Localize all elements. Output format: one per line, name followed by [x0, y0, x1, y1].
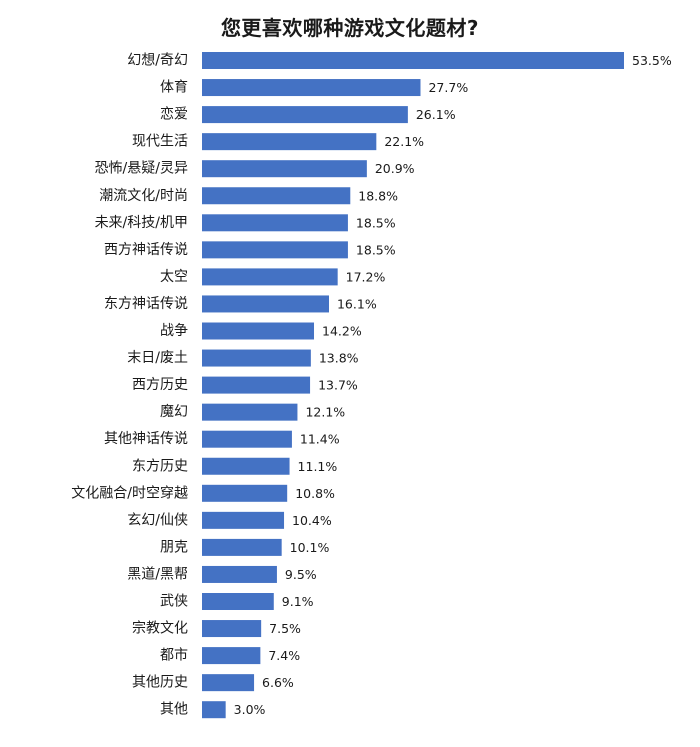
value-label: 16.1%	[337, 296, 377, 311]
value-label: 12.1%	[305, 405, 345, 420]
category-label: 战争	[160, 323, 188, 339]
value-label: 26.1%	[416, 107, 456, 122]
value-label: 11.4%	[300, 432, 340, 447]
value-label: 18.8%	[358, 188, 398, 203]
category-label: 太空	[160, 269, 188, 285]
bar	[202, 565, 277, 583]
category-label: 西方神话传说	[104, 242, 188, 258]
bar	[202, 349, 311, 367]
value-label: 17.2%	[346, 269, 386, 284]
value-label: 22.1%	[384, 134, 424, 149]
category-label: 宗教文化	[132, 621, 188, 637]
bar	[202, 647, 261, 665]
value-label: 14.2%	[322, 324, 362, 339]
category-label: 幻想/奇幻	[127, 52, 188, 69]
value-label: 13.7%	[318, 378, 358, 393]
category-label: 末日/废土	[127, 350, 188, 366]
bar	[202, 295, 329, 313]
bar	[202, 430, 292, 448]
value-label: 3.0%	[234, 702, 266, 717]
value-label: 10.4%	[292, 513, 332, 528]
bar	[202, 674, 255, 692]
value-label: 9.5%	[285, 567, 317, 582]
bar	[202, 214, 348, 232]
bar	[202, 322, 315, 340]
category-label: 魔幻	[160, 404, 188, 420]
category-label: 东方神话传说	[104, 296, 188, 312]
bar	[202, 79, 421, 97]
bar	[202, 701, 226, 719]
category-label: 现代生活	[132, 134, 188, 150]
bar	[202, 241, 348, 259]
value-label: 18.5%	[356, 215, 396, 230]
bar	[202, 538, 282, 556]
value-label: 6.6%	[262, 675, 294, 690]
value-label: 20.9%	[375, 161, 415, 176]
category-label: 潮流文化/时尚	[99, 188, 188, 204]
category-label: 东方历史	[132, 458, 188, 474]
value-label: 9.1%	[282, 594, 314, 609]
category-label: 其他	[160, 702, 188, 718]
category-label: 黑道/黑帮	[127, 566, 188, 582]
bar	[202, 593, 274, 610]
bar	[202, 376, 311, 394]
category-label: 其他神话传说	[104, 431, 188, 447]
bar	[202, 403, 298, 421]
category-label: 恋爱	[160, 106, 188, 123]
category-label: 朋克	[160, 539, 188, 555]
bar	[202, 160, 367, 178]
value-label: 10.8%	[295, 486, 335, 501]
bar	[202, 457, 290, 475]
value-label: 7.4%	[268, 648, 300, 663]
value-label: 27.7%	[428, 80, 468, 95]
bar	[202, 620, 262, 638]
category-label: 玄幻/仙侠	[127, 511, 188, 528]
bar	[202, 187, 351, 205]
bar	[202, 52, 624, 69]
category-label: 未来/科技/机甲	[95, 215, 188, 231]
value-label: 13.8%	[319, 351, 359, 366]
category-label: 文化融合/时空穿越	[71, 485, 188, 501]
chart-title: 您更喜欢哪种游戏文化题材?	[220, 16, 480, 40]
category-label: 都市	[160, 647, 188, 664]
category-label: 武侠	[160, 594, 188, 610]
bar	[202, 133, 377, 151]
value-label: 11.1%	[298, 459, 338, 474]
value-label: 18.5%	[356, 242, 396, 257]
value-label: 10.1%	[290, 540, 330, 555]
value-label: 53.5%	[632, 53, 672, 68]
bar	[202, 106, 408, 124]
category-label: 体育	[160, 80, 188, 96]
category-label: 恐怖/悬疑/灵异	[95, 160, 188, 177]
bar	[202, 511, 285, 529]
category-label: 西方历史	[132, 377, 188, 393]
bar	[202, 484, 288, 502]
value-label: 7.5%	[269, 621, 301, 636]
bar	[202, 268, 338, 286]
category-label: 其他历史	[132, 675, 188, 691]
